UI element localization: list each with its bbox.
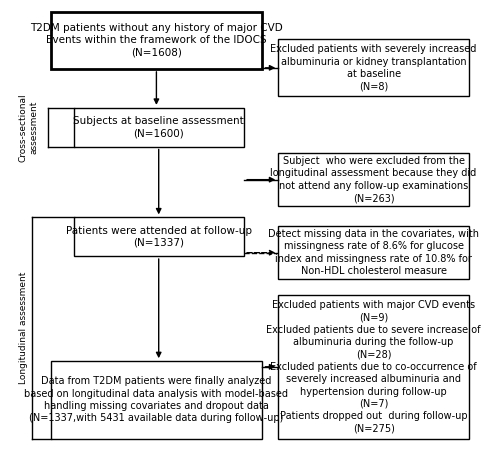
- Text: Subjects at baseline assessment
(N=1600): Subjects at baseline assessment (N=1600): [74, 116, 244, 138]
- Text: Detect missing data in the covariates, with
missingness rate of 8.6% for glucose: Detect missing data in the covariates, w…: [268, 229, 479, 276]
- FancyBboxPatch shape: [50, 361, 262, 439]
- Text: T2DM patients without any history of major CVD
Events within the framework of th: T2DM patients without any history of maj…: [30, 23, 283, 58]
- FancyBboxPatch shape: [50, 12, 262, 69]
- FancyBboxPatch shape: [74, 217, 243, 256]
- Text: Patients were attended at follow-up
(N=1337): Patients were attended at follow-up (N=1…: [66, 225, 252, 248]
- Text: Cross-sectional
assessment: Cross-sectional assessment: [19, 93, 38, 162]
- Text: Subject  who were excluded from the
longitudinal assessment because they did
not: Subject who were excluded from the longi…: [270, 156, 476, 203]
- Text: Excluded patients with major CVD events
(N=9)
Excluded patients due to severe in: Excluded patients with major CVD events …: [266, 300, 481, 434]
- Text: Longitudinal assessment: Longitudinal assessment: [18, 272, 28, 384]
- FancyBboxPatch shape: [278, 226, 469, 279]
- FancyBboxPatch shape: [278, 39, 469, 97]
- Text: Data from T2DM patients were finally analyzed
based on longitudinal data analysi: Data from T2DM patients were finally ana…: [24, 376, 288, 424]
- FancyBboxPatch shape: [278, 153, 469, 206]
- FancyBboxPatch shape: [278, 295, 469, 439]
- Text: Excluded patients with severely increased
albuminuria or kidney transplantation
: Excluded patients with severely increase…: [270, 44, 477, 91]
- FancyBboxPatch shape: [74, 108, 243, 146]
